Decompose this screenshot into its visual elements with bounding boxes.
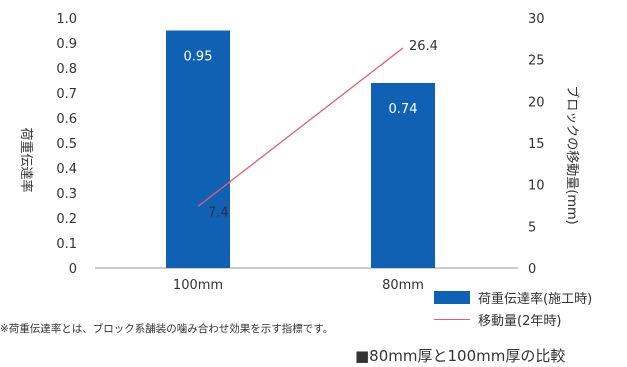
y2-axis-title: ブロックの移動量(mm) xyxy=(564,85,580,224)
bar-value-label: 0.74 xyxy=(389,102,418,117)
bar-series: 0.95 0.74 xyxy=(166,30,435,268)
y-tick-label: 0.2 xyxy=(56,212,77,227)
legend-label-bar: 荷重伝達率(施工時) xyxy=(478,291,593,307)
y-tick-label: 0.1 xyxy=(56,237,77,252)
y2-tick-label: 25 xyxy=(528,54,545,69)
y2-tick-label: 20 xyxy=(528,95,545,110)
y-tick-label: 0 xyxy=(69,262,77,277)
line-value-label: 7.4 xyxy=(208,205,229,220)
bar xyxy=(371,83,435,268)
y-tick-label: 0.6 xyxy=(56,112,77,127)
left-axis-ticks: 0 0.1 0.2 0.3 0.4 0.5 0.6 0.7 0.8 0.9 1.0 xyxy=(56,12,77,277)
y-tick-label: 1.0 xyxy=(56,12,77,27)
line-value-label: 26.4 xyxy=(409,39,438,54)
y-tick-label: 0.7 xyxy=(56,87,77,102)
chart: 0 0.1 0.2 0.3 0.4 0.5 0.6 0.7 0.8 0.9 1.0 0 5 10 15 20… xyxy=(18,12,580,293)
y2-tick-label: 0 xyxy=(528,262,536,277)
y2-tick-label: 5 xyxy=(528,220,536,235)
legend-swatch-bar xyxy=(434,290,470,304)
y2-tick-label: 15 xyxy=(528,137,545,152)
y2-tick-label: 30 xyxy=(528,12,545,27)
line-path xyxy=(197,47,404,207)
footnote: ※荷重伝達率とは、ブロック系舗装の噛み合わせ効果を示す指標です。 xyxy=(0,323,334,335)
bar-value-label: 0.95 xyxy=(184,50,213,65)
legend-swatch-line xyxy=(434,318,470,320)
caption: ■80mm厚と100mm厚の比較 xyxy=(355,347,566,365)
x-axis-ticks: 100mm 80mm xyxy=(173,278,424,293)
line-series: 7.4 26.4 xyxy=(197,39,438,220)
y-tick-label: 0.4 xyxy=(56,162,77,177)
y-axis-title: 荷重伝達率 xyxy=(18,127,34,192)
x-tick-label: 80mm xyxy=(382,278,424,293)
legend-item-line: 移動量(2年時) xyxy=(434,308,592,330)
legend-item-bar: 荷重伝達率(施工時) xyxy=(434,286,592,308)
y-tick-label: 0.3 xyxy=(56,187,77,202)
legend-label-line: 移動量(2年時) xyxy=(478,313,562,329)
bar xyxy=(166,30,230,268)
x-tick-label: 100mm xyxy=(173,278,223,293)
y-tick-label: 0.9 xyxy=(56,37,77,52)
legend: 荷重伝達率(施工時) 移動量(2年時) xyxy=(434,286,592,330)
y-tick-label: 0.8 xyxy=(56,62,77,77)
y-tick-label: 0.5 xyxy=(56,137,77,152)
y2-tick-label: 10 xyxy=(528,179,545,194)
right-axis-ticks: 0 5 10 15 20 25 30 xyxy=(528,12,545,277)
